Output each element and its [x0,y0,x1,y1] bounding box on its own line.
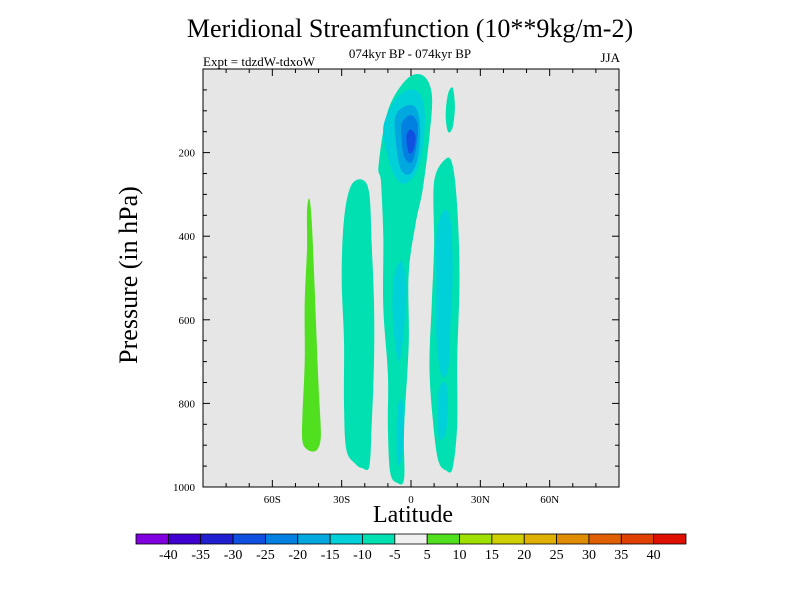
colorbar-swatch [459,533,493,545]
colorbar-swatch [426,533,460,545]
colorbar-label: 5 [424,548,431,563]
y-tick-label: 200 [179,148,196,160]
colorbar-swatch [491,533,525,545]
colorbar-label: 25 [550,548,564,563]
y-tick-label: 400 [179,231,196,243]
chart-subtitle: 074kyr BP - 074kyr BP [348,46,472,61]
contour-region-nh-negative-cell-inner [435,209,453,378]
colorbar-swatch [523,533,557,545]
colorbar-swatch [200,533,234,545]
x-tick-label: 30S [333,494,350,506]
x-tick-label: 60S [264,494,281,506]
colorbar-label: -30 [224,548,243,563]
colorbar-swatch [556,533,590,545]
contour-region-equatorial-core-peak [406,129,416,154]
colorbar-swatch [362,533,396,545]
colorbar-label: -25 [256,548,275,563]
y-tick-label: 600 [179,315,196,327]
colorbar-label: 10 [453,548,467,563]
contour-region-sh-subtropical-negative-cell [341,179,375,471]
season-label: JJA [600,50,620,65]
y-tick-label: 1000 [173,482,196,494]
colorbar: -40 -35 -30 -25 -20 -15 -10 -5 5 10 15 20 25 30 35 40 [135,533,687,563]
colorbar-swatch [232,533,266,545]
contour-region-equatorial-lower-blob [392,260,407,362]
colorbar-swatch [653,533,687,545]
colorbar-label: 40 [647,548,661,563]
x-tick-label: 60N [540,494,559,506]
plot-frame [202,68,620,488]
colorbar-swatch [329,533,363,545]
contour-region-nh-upper-streak [445,87,455,133]
chart-title: Meridional Streamfunction (10**9kg/m-2) [186,14,634,43]
colorbar-label: -5 [389,548,401,563]
colorbar-label: -35 [191,548,210,563]
colorbar-label: -15 [321,548,340,563]
colorbar-label: -20 [288,548,307,563]
colorbar-label: 35 [614,548,628,563]
y-tick-label: 800 [179,398,196,410]
colorbar-swatch [394,533,428,545]
colorbar-label: 30 [582,548,596,563]
colorbar-label: -40 [159,548,178,563]
contour-region-equatorial-surface-blob [396,398,405,466]
colorbar-swatch [167,533,202,545]
colorbar-label: -10 [353,548,372,563]
colorbar-label: 15 [485,548,499,563]
x-axis-label: Latitude [373,502,453,528]
x-tick-label: 30N [471,494,490,506]
colorbar-swatch [297,533,331,545]
colorbar-swatch [135,533,169,545]
colorbar-swatch [588,533,622,545]
x-tick-label: 0 [408,494,414,506]
contour-region-nh-negative-cell-lower [437,381,448,441]
colorbar-swatch [265,533,299,545]
colorbar-swatch [620,533,655,545]
colorbar-label: 20 [517,548,531,563]
experiment-label: Expt = tdzdW-tdxoW [203,54,316,69]
contour-region-sh-midlat-positive-cell [301,198,321,452]
